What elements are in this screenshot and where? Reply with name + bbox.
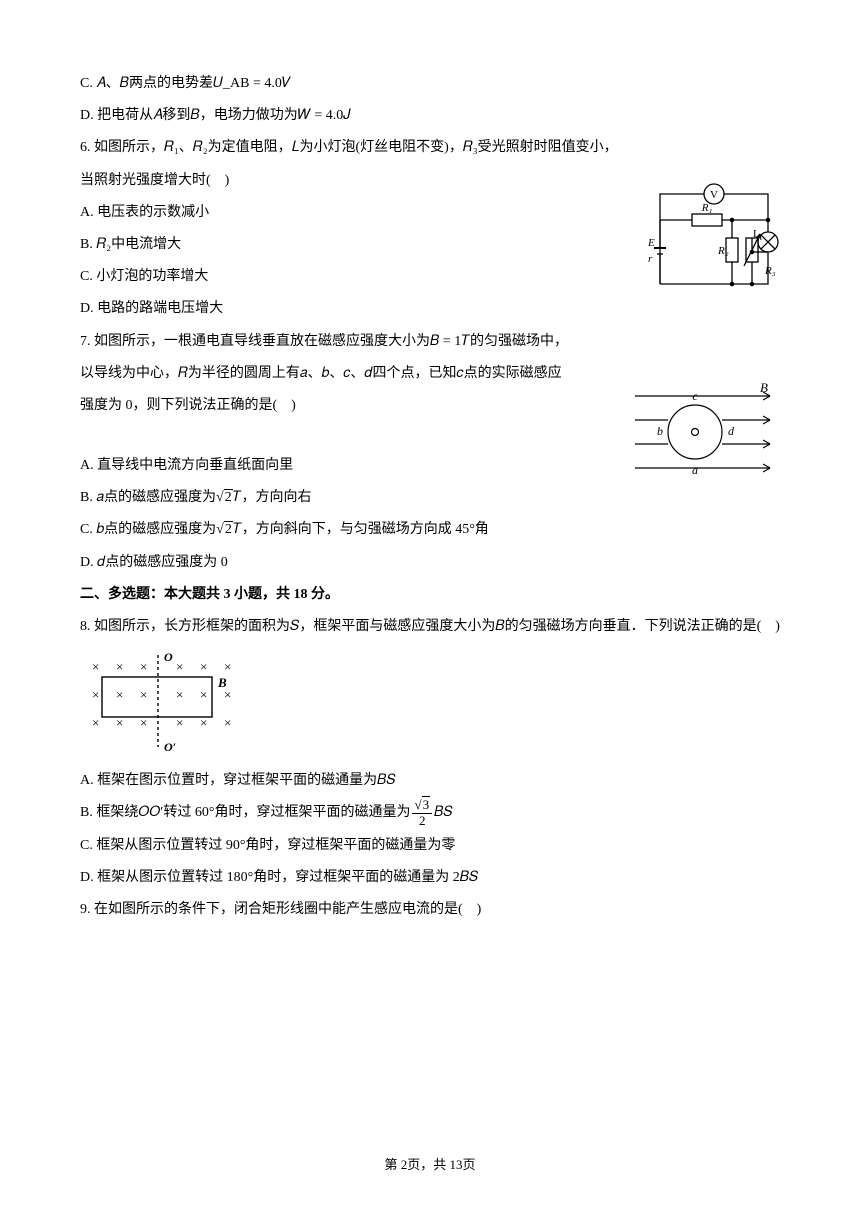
- svg-text:R₃: R₃: [764, 265, 776, 277]
- svg-text:r: r: [648, 253, 653, 265]
- q8-option-c: C. 框架从图示位置转过 90°角时，穿过框架平面的磁通量为零: [80, 830, 780, 862]
- svg-text:×: ×: [200, 659, 207, 674]
- svg-text:b: b: [657, 424, 663, 438]
- q6-figure: V R₁ L R₂: [640, 174, 780, 304]
- q8-stem: 8. 如图所示，长方形框架的面积为𝑆，框架平面与磁感应强度大小为𝐵的匀强磁场方向…: [80, 611, 780, 643]
- svg-text:d: d: [728, 424, 735, 438]
- q7-option-d: D. 𝑑点的磁感应强度为 0: [80, 547, 780, 579]
- q8-figure: ××× ××× ××× ××× ××× ××× O O′ B: [80, 649, 780, 759]
- q8-b-post: 𝐵𝑆: [434, 805, 453, 820]
- svg-text:B: B: [760, 380, 768, 395]
- q7-b-pre: B. 𝑎点的磁感应强度为: [80, 490, 216, 505]
- svg-text:V: V: [710, 189, 718, 201]
- q7-stem-1: 7. 如图所示，一根通电直导线垂直放在磁感应强度大小为𝐵 = 1𝑇的匀强磁场中，: [80, 326, 780, 358]
- q8-b-pre: B. 框架绕𝑂𝑂′转过 60°角时，穿过框架平面的磁通量为: [80, 805, 410, 820]
- q8-option-d: D. 框架从图示位置转过 180°角时，穿过框架平面的磁通量为 2𝐵𝑆: [80, 862, 780, 894]
- q5-option-c: C. 𝐴、𝐵两点的电势差𝑈_AB = 4.0𝑉: [80, 68, 780, 100]
- svg-text:×: ×: [140, 687, 147, 702]
- svg-text:×: ×: [200, 687, 207, 702]
- svg-text:E: E: [647, 237, 655, 249]
- q7-option-c: C. 𝑏点的磁感应强度为2𝑇，方向斜向下，与匀强磁场方向成 45°角: [80, 514, 780, 546]
- q7-c-pre: C. 𝑏点的磁感应强度为: [80, 522, 216, 537]
- svg-text:B: B: [217, 675, 227, 690]
- svg-text:R₂: R₂: [717, 245, 729, 257]
- svg-text:×: ×: [224, 659, 231, 674]
- svg-text:×: ×: [116, 659, 123, 674]
- q8-option-b: B. 框架绕𝑂𝑂′转过 60°角时，穿过框架平面的磁通量为32𝐵𝑆: [80, 797, 780, 829]
- svg-text:×: ×: [92, 659, 99, 674]
- svg-text:R₁: R₁: [701, 202, 713, 214]
- svg-text:O: O: [164, 650, 173, 664]
- svg-text:×: ×: [92, 687, 99, 702]
- q9-stem: 9. 在如图所示的条件下，闭合矩形线圈中能产生感应电流的是( ): [80, 894, 780, 926]
- page-content: C. 𝐴、𝐵两点的电势差𝑈_AB = 4.0𝑉 D. 把电荷从𝐴移到𝐵，电场力做…: [80, 68, 780, 926]
- q7-c-post: 𝑇，方向斜向下，与匀强磁场方向成 45°角: [233, 522, 489, 537]
- svg-text:×: ×: [116, 687, 123, 702]
- svg-text:c: c: [692, 389, 698, 403]
- svg-text:a: a: [692, 463, 698, 477]
- q7-figure: c b d a B: [630, 378, 780, 488]
- q7-b-post: 𝑇，方向向右: [233, 490, 312, 505]
- svg-text:×: ×: [92, 715, 99, 730]
- svg-text:O′: O′: [164, 740, 176, 754]
- svg-text:×: ×: [176, 687, 183, 702]
- q8-option-a: A. 框架在图示位置时，穿过框架平面的磁通量为𝐵𝑆: [80, 765, 780, 797]
- svg-text:×: ×: [176, 659, 183, 674]
- section-2-title: 二、多选题：本大题共 3 小题，共 18 分。: [80, 579, 780, 611]
- svg-text:×: ×: [140, 659, 147, 674]
- page-footer: 第 2页，共 13页: [0, 1150, 860, 1180]
- q5-option-d: D. 把电荷从𝐴移到𝐵，电场力做功为𝑊 = 4.0𝐽: [80, 100, 780, 132]
- svg-text:×: ×: [224, 715, 231, 730]
